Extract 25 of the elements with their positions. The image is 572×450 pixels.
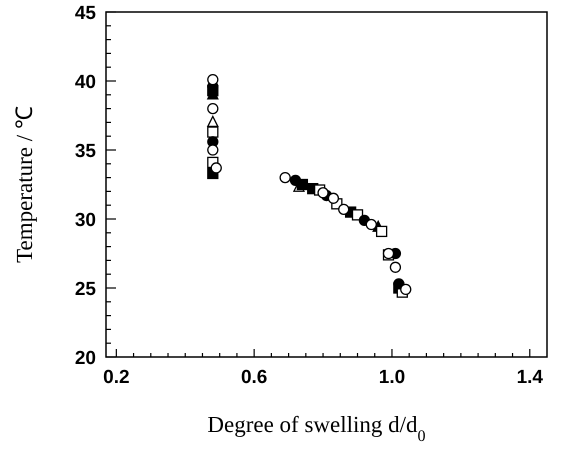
point xyxy=(280,172,291,184)
y-axis-title: Temperature / ℃ xyxy=(12,106,37,263)
y-tick-label: 45 xyxy=(74,3,96,24)
x-tick-label: 1.0 xyxy=(378,367,406,388)
x-tick-label: 0.6 xyxy=(240,367,268,388)
y-tick-label: 25 xyxy=(74,279,96,300)
point xyxy=(317,187,329,198)
x-tick-label: 1.4 xyxy=(516,367,544,388)
y-tick-label: 40 xyxy=(74,72,96,93)
point xyxy=(338,204,350,215)
point xyxy=(376,226,388,238)
point xyxy=(210,162,222,174)
point xyxy=(390,262,402,273)
point xyxy=(400,284,412,296)
x-axis-title: Degree of swelling d/d$_{0}$ xyxy=(207,412,426,444)
y-tick-label: 35 xyxy=(74,141,96,162)
x-tick-label: 0.2 xyxy=(103,367,130,388)
point xyxy=(207,74,218,86)
point xyxy=(207,144,218,156)
point xyxy=(290,174,302,186)
point xyxy=(207,116,218,128)
point xyxy=(328,192,340,204)
y-tick-label: 30 xyxy=(74,210,96,231)
point xyxy=(207,102,218,114)
y-tick-label: 20 xyxy=(74,348,96,369)
